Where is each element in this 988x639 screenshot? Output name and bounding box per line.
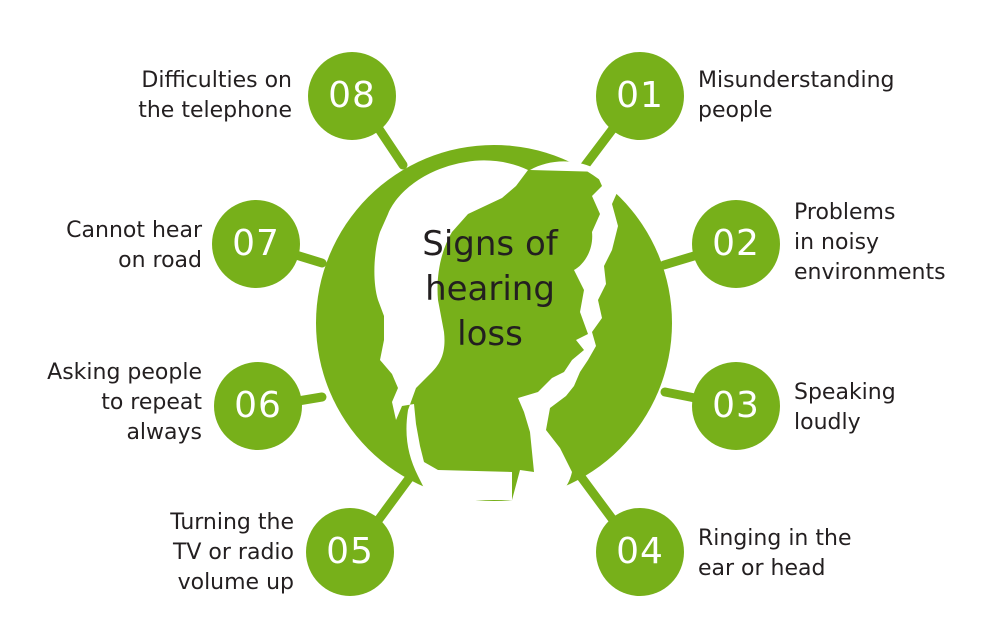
- label-06: Asking people to repeat always: [47, 360, 202, 445]
- label-05: Turning the TV or radio volume up: [170, 510, 294, 595]
- label-07: Cannot hear on road: [66, 218, 202, 273]
- diagram-title: Signs of hearing loss: [422, 224, 558, 354]
- circle-04: [596, 508, 684, 596]
- label-03: Speaking loudly: [794, 380, 896, 435]
- number-05: 05: [326, 531, 374, 572]
- number-03: 03: [712, 385, 760, 426]
- number-08: 08: [328, 75, 376, 116]
- number-07: 07: [232, 223, 280, 264]
- right-head-silhouette: [512, 161, 620, 501]
- label-04: Ringing in the ear or head: [698, 526, 852, 581]
- label-08: Difficulties on the telephone: [138, 68, 292, 123]
- circle-02: [692, 200, 780, 288]
- circle-08: [308, 52, 396, 140]
- left-head-silhouette: [374, 160, 528, 500]
- circle-07: [212, 200, 300, 288]
- number-02: 02: [712, 223, 760, 264]
- number-01: 01: [616, 75, 664, 116]
- label-01: Misunderstanding people: [698, 68, 895, 123]
- circle-01: [596, 52, 684, 140]
- number-circles: [212, 52, 780, 596]
- number-04: 04: [616, 531, 664, 572]
- circle-03: [692, 362, 780, 450]
- circle-05: [306, 508, 394, 596]
- circle-06: [214, 362, 302, 450]
- label-02: Problems in noisy environments: [794, 200, 946, 285]
- number-06: 06: [234, 385, 282, 426]
- head-silhouettes: [374, 160, 620, 501]
